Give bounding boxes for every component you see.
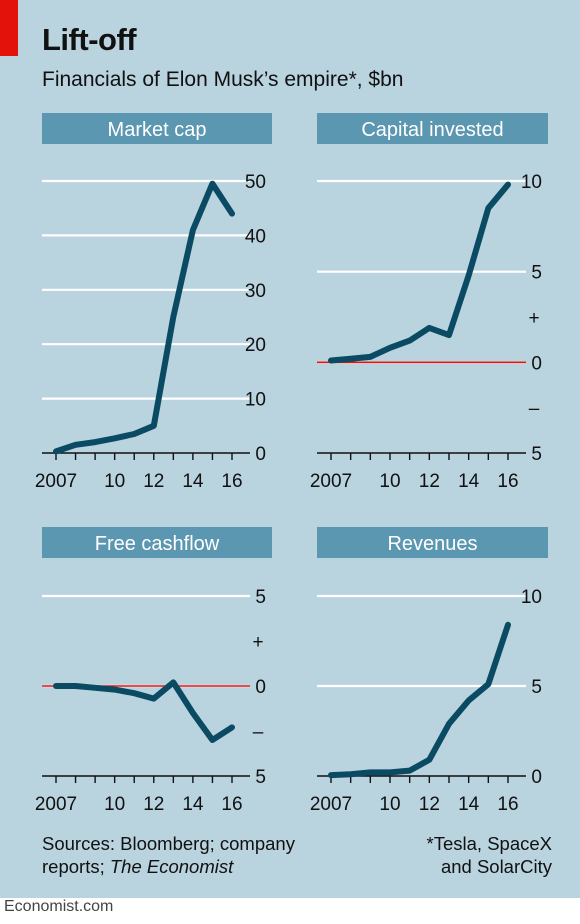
chart-2-sign-label: + — [528, 308, 539, 329]
chart-2-xtick-label: 10 — [379, 471, 400, 492]
sources-reports: reports; — [42, 856, 110, 877]
chart-2-ytick-label: 5 — [531, 263, 542, 284]
page-title: Lift-off — [42, 22, 137, 57]
chart-background — [0, 0, 580, 898]
chart-3-header-bar — [42, 527, 272, 558]
chart-3-xtick-label: 10 — [104, 794, 125, 815]
sources-note: Sources: Bloomberg; company reports; The… — [42, 832, 295, 878]
chart-3-sign-label: + — [252, 632, 263, 653]
chart-3-xtick-label: 12 — [143, 794, 164, 815]
chart-1-ytick-label: 40 — [245, 226, 266, 247]
chart-3-sign-label: – — [253, 722, 264, 743]
chart-1-ytick-label: 10 — [245, 390, 266, 411]
chart-4-ytick-label: 5 — [531, 677, 542, 698]
chart-3-ytick-label: 5 — [255, 767, 266, 788]
chart-2-xtick-label: 12 — [419, 471, 440, 492]
sources-line-1: Sources: Bloomberg; company — [42, 833, 295, 854]
chart-3-ytick-label: 5 — [255, 587, 266, 608]
chart-2-ytick-label: 0 — [531, 353, 542, 374]
chart-2-title: Capital invested — [361, 119, 503, 141]
chart-3-xtick-label: 14 — [182, 794, 204, 815]
chart-2-series-line — [328, 181, 511, 364]
brand-label: Economist.com — [4, 898, 114, 915]
footnote-line-1: *Tesla, SpaceX — [426, 833, 552, 854]
chart-1-series-line — [53, 180, 235, 455]
sources-line-2: reports; The Economist — [42, 855, 295, 878]
chart-2-xtick-label: 16 — [497, 471, 518, 492]
chart-4-header-bar — [317, 527, 548, 558]
chart-2-xtick-label: 14 — [458, 471, 480, 492]
chart-1-xtick-label: 12 — [143, 471, 164, 492]
chart-4-xtick-label: 2007 — [310, 794, 352, 815]
chart-4-xtick-label: 14 — [458, 794, 480, 815]
chart-2-header-bar — [317, 113, 548, 144]
chart-1-header-bar — [42, 113, 272, 144]
chart-2-ytick-label: 10 — [521, 172, 542, 193]
chart-4-xtick-label: 16 — [497, 794, 518, 815]
chart-4-ytick-label: 0 — [531, 767, 542, 788]
chart-1-ytick-label: 30 — [245, 281, 266, 302]
chart-1-title: Market cap — [108, 119, 207, 141]
chart-4-ytick-label: 10 — [521, 587, 542, 608]
chart-3-title: Free cashflow — [95, 533, 220, 555]
chart-3-ytick-label: 0 — [255, 677, 266, 698]
chart-1-xtick-label: 14 — [182, 471, 204, 492]
chart-4-title: Revenues — [387, 533, 477, 555]
chart-3-series-line — [53, 679, 235, 743]
chart-1-ytick-label: 50 — [245, 172, 266, 193]
chart-4-series-line — [328, 621, 511, 779]
chart-2-ytick-label: 5 — [531, 444, 542, 465]
page-subtitle: Financials of Elon Musk’s empire*, $bn — [42, 68, 404, 91]
red-corner-tag — [0, 0, 18, 56]
footnote: *Tesla, SpaceX and SolarCity — [427, 832, 552, 878]
chart-4-xtick-label: 10 — [379, 794, 400, 815]
chart-1-xtick-label: 2007 — [35, 471, 77, 492]
chart-1-ytick-label: 20 — [245, 335, 266, 356]
chart-3-xtick-label: 2007 — [35, 794, 77, 815]
chart-2-xtick-label: 2007 — [310, 471, 352, 492]
chart-1-xtick-label: 16 — [221, 471, 242, 492]
chart-2-sign-label: – — [529, 399, 540, 420]
sources-economist: The Economist — [109, 856, 234, 877]
footnote-line-2: and SolarCity — [440, 856, 552, 877]
chart-4-xtick-label: 12 — [419, 794, 440, 815]
chart-1-ytick-label: 0 — [255, 444, 266, 465]
chart-1-xtick-label: 10 — [104, 471, 125, 492]
chart-3-xtick-label: 16 — [221, 794, 242, 815]
